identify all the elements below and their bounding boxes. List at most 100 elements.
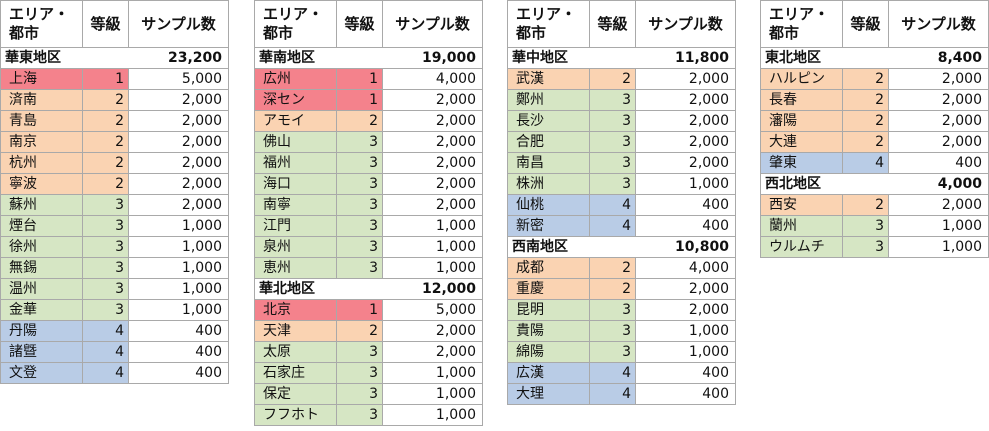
region-name: 華北地区 bbox=[254, 278, 383, 300]
city-name: 恵州 bbox=[254, 257, 337, 279]
city-row: 新密 4 400 bbox=[507, 215, 736, 237]
city-name: 寧波 bbox=[0, 173, 83, 195]
city-row: 寧波 2 2,000 bbox=[0, 173, 229, 195]
city-row: 丹陽 4 400 bbox=[0, 320, 229, 342]
city-sample-count: 1,000 bbox=[128, 215, 229, 237]
city-row: アモイ 2 2,000 bbox=[254, 110, 483, 132]
city-name: ウルムチ bbox=[760, 236, 843, 258]
header-grade: 等級 bbox=[82, 0, 129, 48]
city-grade: 4 bbox=[842, 152, 889, 174]
region-name: 華東地区 bbox=[0, 47, 129, 69]
header-sample-count: サンプル数 bbox=[635, 0, 736, 48]
city-name: 広州 bbox=[254, 68, 337, 90]
region-name: 西北地区 bbox=[760, 173, 889, 195]
city-row: 株洲 3 1,000 bbox=[507, 173, 736, 195]
city-grade: 2 bbox=[82, 110, 129, 132]
city-sample-count: 2,000 bbox=[382, 341, 483, 363]
table-header-row: エリア・ 都市 等級 サンプル数 bbox=[507, 0, 736, 48]
city-row: 長沙 3 2,000 bbox=[507, 110, 736, 132]
city-name: 杭州 bbox=[0, 152, 83, 174]
city-name: 済南 bbox=[0, 89, 83, 111]
city-name: 昆明 bbox=[507, 299, 590, 321]
city-grade: 2 bbox=[589, 257, 636, 279]
city-grade: 2 bbox=[589, 278, 636, 300]
city-grade: 2 bbox=[336, 320, 383, 342]
city-grade: 3 bbox=[336, 194, 383, 216]
city-name: 武漢 bbox=[507, 68, 590, 90]
city-row: 合肥 3 2,000 bbox=[507, 131, 736, 153]
city-row: 西安 2 2,000 bbox=[760, 194, 989, 216]
city-grade: 1 bbox=[336, 68, 383, 90]
city-sample-count: 2,000 bbox=[382, 89, 483, 111]
header-area-city: エリア・ 都市 bbox=[0, 0, 83, 48]
city-row: 成都 2 4,000 bbox=[507, 257, 736, 279]
header-area-city: エリア・ 都市 bbox=[254, 0, 337, 48]
city-grade: 4 bbox=[82, 320, 129, 342]
city-sample-count: 1,000 bbox=[382, 362, 483, 384]
city-sample-count: 1,000 bbox=[128, 257, 229, 279]
city-sample-count: 1,000 bbox=[382, 215, 483, 237]
table-header-row: エリア・ 都市 等級 サンプル数 bbox=[254, 0, 483, 48]
city-row: 青島 2 2,000 bbox=[0, 110, 229, 132]
city-grade: 2 bbox=[842, 110, 889, 132]
header-sample-count: サンプル数 bbox=[128, 0, 229, 48]
city-grade: 3 bbox=[589, 341, 636, 363]
city-row: 北京 1 5,000 bbox=[254, 299, 483, 321]
city-grade: 3 bbox=[589, 299, 636, 321]
city-grade: 1 bbox=[336, 89, 383, 111]
city-sample-count: 2,000 bbox=[635, 68, 736, 90]
city-sample-count: 1,000 bbox=[888, 215, 989, 237]
city-grade: 3 bbox=[336, 173, 383, 195]
city-name: ハルピン bbox=[760, 68, 843, 90]
region-total: 11,800 bbox=[635, 47, 736, 69]
city-row: 綿陽 3 1,000 bbox=[507, 341, 736, 363]
city-sample-count: 2,000 bbox=[128, 152, 229, 174]
city-name: 佛山 bbox=[254, 131, 337, 153]
city-sample-count: 1,000 bbox=[128, 278, 229, 300]
city-name: 諸曁 bbox=[0, 341, 83, 363]
city-row: 貴陽 3 1,000 bbox=[507, 320, 736, 342]
city-sample-count: 2,000 bbox=[635, 110, 736, 132]
city-name: 南寧 bbox=[254, 194, 337, 216]
city-grade: 3 bbox=[589, 89, 636, 111]
region-row: 華北地区 12,000 bbox=[254, 278, 483, 300]
city-sample-count: 400 bbox=[635, 383, 736, 405]
area-table-2: エリア・ 都市 等級 サンプル数 華南地区 19,000 広州 1 4,000 深セン 1 2,00… bbox=[254, 0, 483, 426]
city-name: 金華 bbox=[0, 299, 83, 321]
city-name: 成都 bbox=[507, 257, 590, 279]
city-sample-count: 1,000 bbox=[635, 320, 736, 342]
city-row: 蘇州 3 2,000 bbox=[0, 194, 229, 216]
header-grade: 等級 bbox=[336, 0, 383, 48]
city-grade: 3 bbox=[589, 110, 636, 132]
city-row: ハルピン 2 2,000 bbox=[760, 68, 989, 90]
city-grade: 3 bbox=[336, 383, 383, 405]
city-row: 長春 2 2,000 bbox=[760, 89, 989, 111]
city-row: 大連 2 2,000 bbox=[760, 131, 989, 153]
city-row: 海口 3 2,000 bbox=[254, 173, 483, 195]
city-row: 広漢 4 400 bbox=[507, 362, 736, 384]
city-sample-count: 4,000 bbox=[635, 257, 736, 279]
city-name: 江門 bbox=[254, 215, 337, 237]
region-name: 華南地区 bbox=[254, 47, 383, 69]
region-total: 10,800 bbox=[635, 236, 736, 258]
header-grade: 等級 bbox=[842, 0, 889, 48]
city-sample-count: 2,000 bbox=[888, 131, 989, 153]
region-row: 西北地区 4,000 bbox=[760, 173, 989, 195]
city-row: 恵州 3 1,000 bbox=[254, 257, 483, 279]
city-grade: 3 bbox=[336, 362, 383, 384]
city-grade: 3 bbox=[336, 341, 383, 363]
city-grade: 2 bbox=[82, 152, 129, 174]
area-table-4: エリア・ 都市 等級 サンプル数 東北地区 8,400 ハルピン 2 2,000 長春 2 2,00… bbox=[760, 0, 989, 258]
city-name: フフホト bbox=[254, 404, 337, 426]
city-name: 大理 bbox=[507, 383, 590, 405]
city-name: 海口 bbox=[254, 173, 337, 195]
city-grade: 2 bbox=[82, 173, 129, 195]
header-area-city: エリア・ 都市 bbox=[507, 0, 590, 48]
region-total: 23,200 bbox=[128, 47, 229, 69]
city-sample-count: 2,000 bbox=[382, 131, 483, 153]
city-grade: 1 bbox=[82, 68, 129, 90]
city-name: 南昌 bbox=[507, 152, 590, 174]
city-name: 瀋陽 bbox=[760, 110, 843, 132]
city-name: 徐州 bbox=[0, 236, 83, 258]
city-row: 天津 2 2,000 bbox=[254, 320, 483, 342]
